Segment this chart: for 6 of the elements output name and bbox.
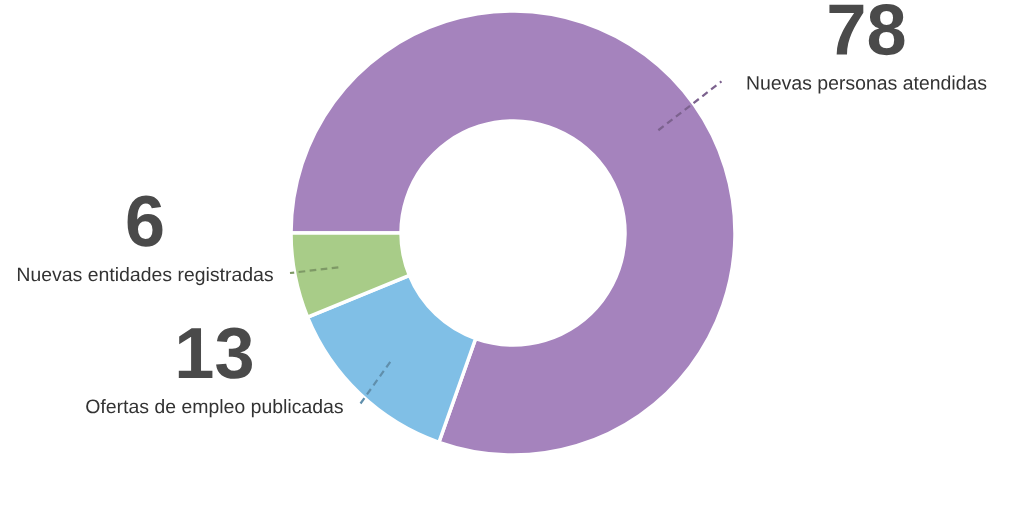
slice-label: Ofertas de empleo publicadas [86, 399, 343, 418]
data-label: 6 [127, 195, 163, 247]
data-label: 13 [178, 327, 252, 379]
data-label: 78 [829, 4, 905, 56]
slice-label: Nuevas entidades registradas [17, 267, 273, 286]
slice-label: Nuevas personas atendidas [747, 75, 987, 94]
